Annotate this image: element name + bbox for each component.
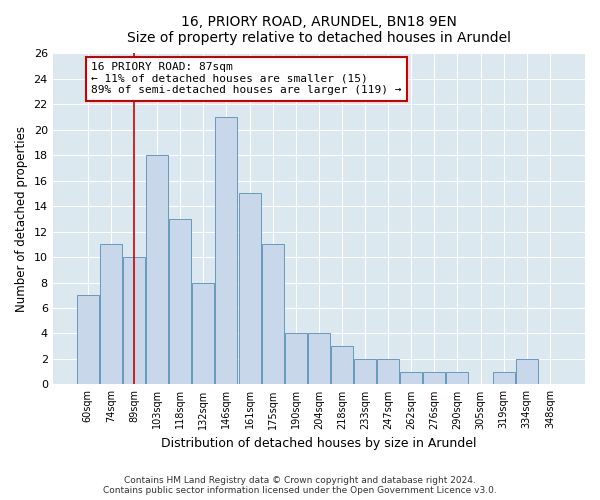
Bar	[308, 334, 330, 384]
X-axis label: Distribution of detached houses by size in Arundel: Distribution of detached houses by size …	[161, 437, 476, 450]
Bar	[377, 359, 399, 384]
Bar	[331, 346, 353, 385]
Bar	[493, 372, 515, 384]
Bar	[285, 334, 307, 384]
Bar	[262, 244, 284, 384]
Bar	[516, 359, 538, 384]
Bar	[239, 194, 260, 384]
Bar	[215, 117, 238, 384]
Bar	[446, 372, 469, 384]
Text: Contains HM Land Registry data © Crown copyright and database right 2024.
Contai: Contains HM Land Registry data © Crown c…	[103, 476, 497, 495]
Bar	[100, 244, 122, 384]
Bar	[169, 219, 191, 384]
Bar	[123, 257, 145, 384]
Bar	[354, 359, 376, 384]
Y-axis label: Number of detached properties: Number of detached properties	[15, 126, 28, 312]
Bar	[77, 296, 99, 384]
Bar	[193, 282, 214, 384]
Bar	[400, 372, 422, 384]
Title: 16, PRIORY ROAD, ARUNDEL, BN18 9EN
Size of property relative to detached houses : 16, PRIORY ROAD, ARUNDEL, BN18 9EN Size …	[127, 15, 511, 45]
Text: 16 PRIORY ROAD: 87sqm
← 11% of detached houses are smaller (15)
89% of semi-deta: 16 PRIORY ROAD: 87sqm ← 11% of detached …	[91, 62, 402, 96]
Bar	[424, 372, 445, 384]
Bar	[146, 155, 168, 384]
